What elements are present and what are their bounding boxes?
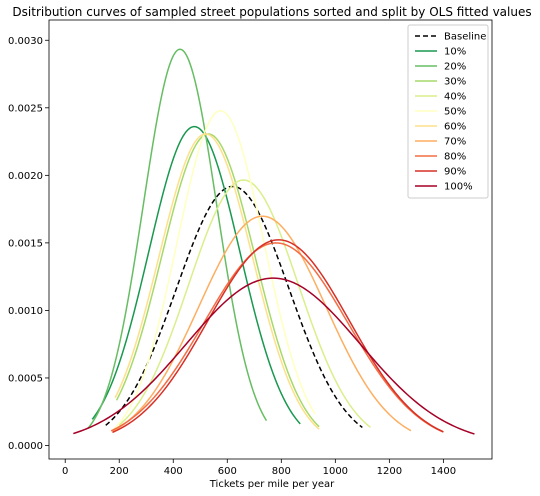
legend-label: 70%: [444, 137, 466, 148]
y-tick-label: 0.0010: [8, 306, 43, 317]
y-tick-label: 0.0025: [8, 103, 43, 114]
series-line-90pct: [112, 240, 443, 433]
x-tick-label: 200: [110, 466, 129, 477]
y-tick-label: 0.0005: [8, 373, 43, 384]
x-tick-label: 400: [164, 466, 183, 477]
series-line-50pct: [111, 111, 315, 432]
legend-label: 10%: [444, 47, 466, 58]
y-tick-label: 0.0030: [8, 36, 43, 47]
legend-label: 20%: [444, 62, 466, 73]
legend: Baseline 10% 20% 30% 40% 50% 60% 70% 80% 90% 100%: [408, 25, 488, 198]
x-tick-label: 1200: [377, 466, 402, 477]
series-line-baseline: [106, 186, 363, 427]
x-tick-label: 600: [218, 466, 237, 477]
legend-label: 40%: [444, 92, 466, 103]
y-axis: 0.0000 0.0005 0.0010 0.0015 0.0020 0.0025 0.00…: [8, 36, 49, 452]
legend-label: 30%: [444, 77, 466, 88]
legend-label: 60%: [444, 122, 466, 133]
legend-label: 50%: [444, 107, 466, 118]
x-tick-label: 800: [272, 466, 291, 477]
legend-label: 80%: [444, 152, 466, 163]
y-tick-label: 0.0000: [8, 441, 43, 452]
series-line-80pct: [111, 243, 443, 432]
x-tick-label: 1000: [323, 466, 348, 477]
legend-label: Baseline: [444, 32, 486, 43]
x-tick-label: 0: [62, 466, 68, 477]
legend-label: 90%: [444, 167, 466, 178]
series-line-60pct: [115, 134, 319, 429]
chart-title: Dsitribution curves of sampled street po…: [12, 5, 531, 19]
x-axis: 0 200 400 600 800 1000 1200 1400: [62, 459, 456, 477]
x-axis-label: Tickets per mile per year: [209, 479, 335, 490]
y-tick-label: 0.0020: [8, 171, 43, 182]
x-tick-label: 1400: [431, 466, 456, 477]
y-tick-label: 0.0015: [8, 238, 43, 249]
legend-label: 100%: [444, 182, 473, 193]
